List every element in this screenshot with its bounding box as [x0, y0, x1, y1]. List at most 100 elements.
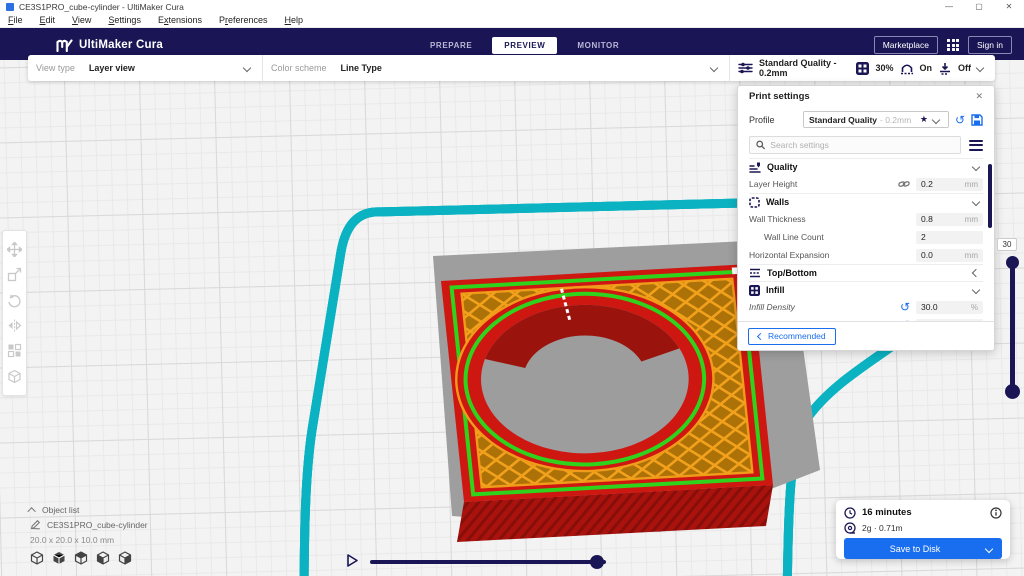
maximize-button[interactable]: ▢	[975, 2, 983, 11]
horizontal-expansion-field[interactable]: 0.0 mm	[916, 248, 983, 262]
setting-wall-thickness: Wall Thickness 0.8 mm	[749, 210, 983, 228]
panel-close-icon[interactable]: ✕	[975, 91, 983, 101]
title-bar: CE3S1PRO_cube-cylinder - UltiMaker Cura …	[0, 0, 1024, 13]
chevron-down-icon	[975, 63, 985, 73]
info-icon[interactable]	[990, 506, 1002, 519]
material-usage: 2g · 0.71m	[862, 522, 903, 533]
object-list-toggle[interactable]: Object list	[27, 502, 190, 517]
layer-slider-track[interactable]	[1010, 262, 1015, 387]
profile-summary: Standard Quality - 0.2mm	[759, 58, 837, 78]
menu-bar: File Edit View Settings Extensions Prefe…	[0, 13, 1024, 28]
recommended-button[interactable]: Recommended	[748, 327, 836, 345]
simulation-controls	[344, 551, 614, 573]
settings-search-input[interactable]	[770, 140, 954, 150]
support-blocker-button[interactable]	[7, 368, 23, 384]
print-time: 16 minutes	[862, 507, 912, 518]
pencil-icon	[30, 519, 41, 530]
wall-thickness-field[interactable]: 0.8 mm	[916, 212, 983, 226]
save-to-disk-button[interactable]: Save to Disk	[844, 538, 1002, 559]
setting-infill-pattern: Infill Pattern ↺ Grid	[749, 316, 983, 321]
setting-infill-density: Infill Density ↺ 30.0 %	[749, 298, 983, 316]
per-model-settings-button[interactable]	[7, 343, 23, 359]
view-3d-icon[interactable]	[30, 551, 44, 565]
setting-wall-line-count: Wall Line Count 2	[749, 228, 983, 246]
rotate-tool-button[interactable]	[7, 292, 23, 308]
settings-list: Quality Layer Height 0.2 mm Walls	[738, 158, 994, 321]
settings-search[interactable]	[749, 136, 961, 154]
chevron-left-icon	[756, 332, 765, 340]
color-scheme-dropdown[interactable]: Color scheme Line Type	[263, 55, 730, 81]
reset-setting-icon[interactable]: ↺	[900, 319, 910, 321]
tab-prepare[interactable]: PREPARE	[430, 40, 473, 50]
chevron-down-icon	[971, 285, 981, 295]
infill-summary: 30%	[875, 63, 894, 73]
profile-label: Profile	[749, 114, 775, 125]
settings-menu-icon[interactable]	[969, 139, 983, 151]
chevron-down-icon	[984, 544, 994, 553]
marketplace-button[interactable]: Marketplace	[873, 36, 938, 54]
move-tool-button[interactable]	[7, 242, 23, 258]
simulation-slider-track[interactable]	[370, 560, 606, 564]
chevron-down-icon	[971, 162, 981, 172]
infill-icon	[749, 284, 760, 296]
menu-edit[interactable]: Edit	[39, 15, 56, 25]
section-infill[interactable]: Infill	[749, 281, 983, 298]
setting-horizontal-expansion: Horizontal Expansion 0.0 mm	[749, 246, 983, 264]
section-walls[interactable]: Walls	[749, 193, 983, 210]
object-list: Object list CE3S1PRO_cube-cylinder 20.0 …	[27, 502, 190, 565]
view-type-value: Layer view	[88, 63, 135, 73]
walls-icon	[749, 196, 760, 208]
sliders-icon	[738, 62, 753, 74]
layer-height-field[interactable]: 0.2 mm	[916, 177, 983, 191]
sign-in-button[interactable]: Sign in	[968, 36, 1012, 54]
reset-profile-icon[interactable]: ↺	[954, 112, 965, 127]
infill-pattern-field[interactable]: Grid	[916, 318, 983, 321]
adhesion-summary: Off	[958, 63, 971, 73]
print-settings-panel: Print settings ✕ Profile Standard Qualit…	[737, 85, 995, 351]
setting-layer-height: Layer Height 0.2 mm	[749, 175, 983, 193]
profile-dropdown[interactable]: Standard Quality - 0.2mm ★	[802, 111, 949, 128]
menu-help[interactable]: Help	[284, 15, 304, 25]
favorite-star-icon: ★	[919, 114, 928, 124]
close-button[interactable]: ✕	[1005, 2, 1013, 11]
view-type-dropdown[interactable]: View type Layer view	[28, 55, 263, 81]
mirror-tool-button[interactable]	[7, 318, 23, 334]
wall-line-count-field[interactable]: 2	[916, 230, 983, 244]
applications-grid-icon[interactable]	[947, 39, 959, 51]
view-front-icon[interactable]	[52, 551, 66, 565]
quality-icon	[749, 162, 761, 173]
adhesion-icon	[940, 62, 950, 75]
model-dimensions: 20.0 x 20.0 x 10.0 mm	[30, 535, 115, 545]
print-settings-summary[interactable]: Standard Quality - 0.2mm 30% On Off	[730, 55, 995, 81]
scale-tool-button[interactable]	[7, 267, 23, 283]
link-icon	[898, 181, 910, 187]
chevron-left-icon	[971, 268, 981, 278]
section-quality[interactable]: Quality	[749, 158, 983, 175]
play-icon[interactable]	[346, 553, 359, 568]
save-profile-icon[interactable]	[971, 113, 983, 126]
menu-preferences[interactable]: Preferences	[219, 15, 268, 25]
minimize-button[interactable]: —	[945, 2, 953, 11]
simulation-slider-handle[interactable]	[590, 555, 604, 569]
view-right-icon[interactable]	[118, 551, 132, 565]
infill-density-field[interactable]: 30.0 %	[916, 300, 983, 314]
view-toolbar: View type Layer view Color scheme Line T…	[28, 55, 995, 81]
window-title: CE3S1PRO_cube-cylinder - UltiMaker Cura	[19, 1, 184, 12]
view-top-icon[interactable]	[74, 551, 88, 565]
view-left-icon[interactable]	[96, 551, 110, 565]
menu-view[interactable]: View	[72, 15, 92, 25]
tab-monitor[interactable]: MONITOR	[577, 40, 620, 50]
tab-preview[interactable]: PREVIEW	[492, 36, 558, 54]
menu-extensions[interactable]: Extensions	[157, 15, 202, 25]
settings-scrollbar[interactable]	[988, 164, 992, 228]
layer-slider-lower-handle[interactable]	[1005, 384, 1020, 399]
menu-file[interactable]: File	[8, 15, 23, 25]
menu-settings[interactable]: Settings	[108, 15, 141, 25]
object-list-item[interactable]: CE3S1PRO_cube-cylinder	[30, 517, 190, 532]
support-summary: On	[919, 63, 933, 73]
clock-icon	[844, 506, 856, 519]
section-top-bottom[interactable]: Top/Bottom	[749, 264, 983, 281]
chevron-down-icon	[242, 63, 252, 73]
search-icon	[756, 140, 766, 150]
reset-setting-icon[interactable]: ↺	[899, 300, 910, 314]
